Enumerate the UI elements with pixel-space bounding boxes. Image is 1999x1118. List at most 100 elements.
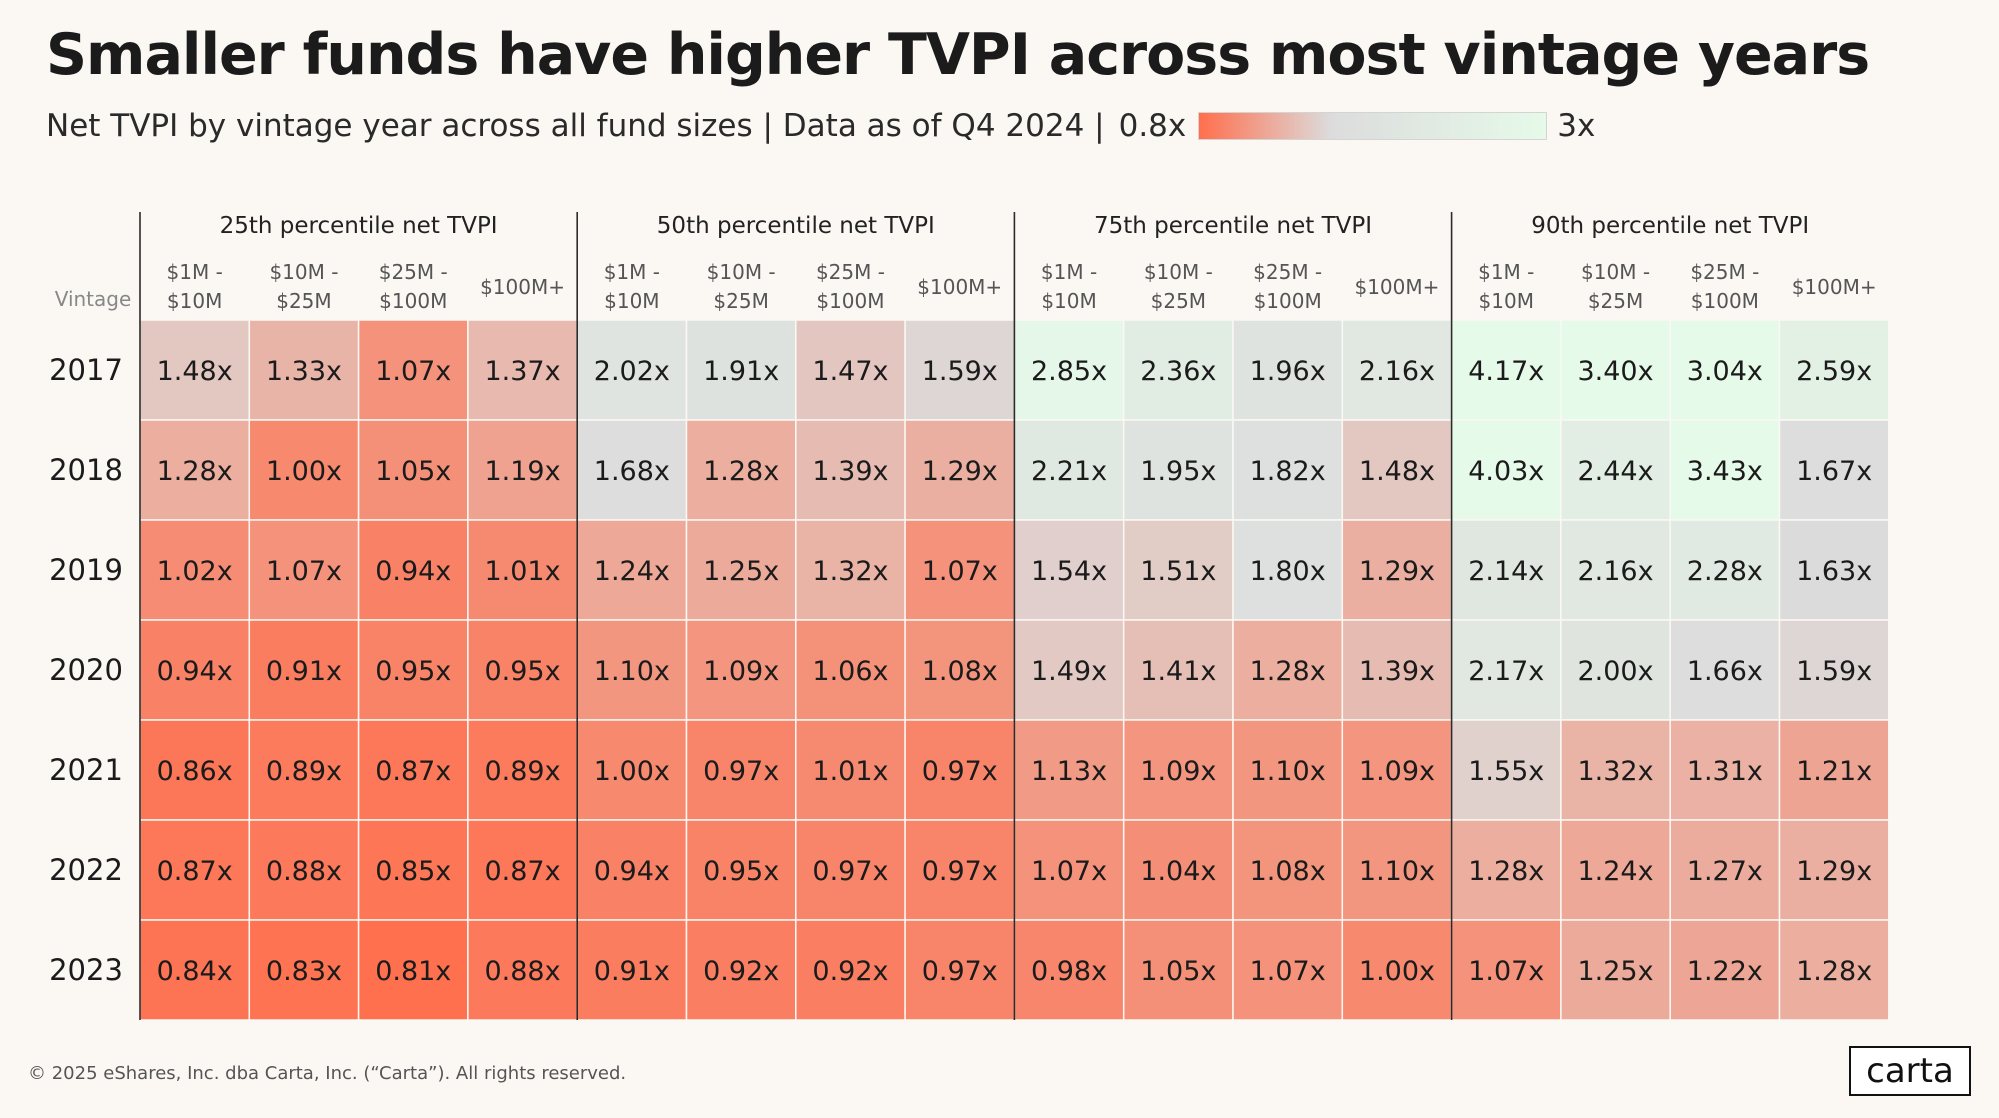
heatmap-cell <box>904 919 1016 1021</box>
cell-value-label: 1.24x <box>1577 856 1653 887</box>
heatmap-cell <box>1778 719 1890 821</box>
cell-value-label: 0.94x <box>157 656 233 687</box>
heatmap-cell <box>1778 319 1890 421</box>
cell-value-label: 1.07x <box>266 556 342 587</box>
cell-value-label: 0.87x <box>375 756 451 787</box>
cell-value-label: 0.83x <box>266 956 342 987</box>
column-header: $1M - <box>1041 260 1097 284</box>
legend-max-label: 3x <box>1557 108 1596 144</box>
cell-value-label: 0.95x <box>484 656 560 687</box>
heatmap-cell <box>248 919 360 1021</box>
cell-value-label: 1.96x <box>1250 356 1326 387</box>
cell-value-label: 0.88x <box>484 956 560 987</box>
cell-value-label: 1.95x <box>1140 456 1216 487</box>
cell-value-label: 0.95x <box>375 656 451 687</box>
cell-value-label: 0.87x <box>484 856 560 887</box>
column-header: $10M <box>167 289 222 313</box>
cell-value-label: 1.10x <box>1250 756 1326 787</box>
cell-value-label: 0.87x <box>157 856 233 887</box>
heatmap-cell <box>685 919 797 1021</box>
vintage-year-label: 2021 <box>49 753 123 787</box>
cell-value-label: 1.08x <box>922 656 998 687</box>
cell-value-label: 1.28x <box>1250 656 1326 687</box>
group-header: 50th percentile net TVPI <box>657 213 935 239</box>
cell-value-label: 0.94x <box>375 556 451 587</box>
heatmap-cell <box>1122 419 1234 521</box>
heatmap-cell <box>357 619 469 721</box>
cell-value-label: 1.01x <box>812 756 888 787</box>
cell-value-label: 1.08x <box>1250 856 1326 887</box>
column-header: $25M - <box>1690 260 1759 284</box>
cell-value-label: 1.48x <box>157 356 233 387</box>
cell-value-label: 1.29x <box>1796 856 1872 887</box>
heatmap-cell <box>1560 519 1671 621</box>
heatmap-cell <box>1560 919 1671 1021</box>
cell-value-label: 1.28x <box>157 456 233 487</box>
column-header: $100M+ <box>1792 275 1877 299</box>
cell-value-label: 1.51x <box>1140 556 1216 587</box>
cell-value-label: 1.09x <box>703 656 779 687</box>
heatmap-cell <box>139 319 251 421</box>
cell-value-label: 1.09x <box>1359 756 1435 787</box>
column-header: $10M <box>1041 289 1096 313</box>
heatmap-cell <box>904 619 1016 721</box>
heatmap-cell <box>1232 919 1344 1021</box>
heatmap-cell <box>1669 419 1781 521</box>
column-header: $25M <box>1588 289 1643 313</box>
column-header: $10M - <box>269 260 338 284</box>
column-header: $1M - <box>1478 260 1534 284</box>
cell-value-label: 0.84x <box>157 956 233 987</box>
heatmap-cell <box>1341 319 1453 421</box>
heatmap-cell <box>795 319 906 421</box>
heatmap-cell <box>1450 919 1562 1021</box>
vintage-year-label: 2017 <box>49 353 123 387</box>
cell-value-label: 1.00x <box>266 456 342 487</box>
cell-value-label: 1.09x <box>1140 756 1216 787</box>
cell-value-label: 2.44x <box>1577 456 1653 487</box>
heatmap-cell <box>357 819 469 921</box>
heatmap-cell <box>248 419 360 521</box>
heatmap-cell <box>795 819 906 921</box>
cell-value-label: 0.81x <box>375 956 451 987</box>
cell-value-label: 0.89x <box>266 756 342 787</box>
heatmap-cell <box>1122 719 1234 821</box>
cell-value-label: 0.97x <box>922 956 998 987</box>
column-header: $25M - <box>816 260 885 284</box>
column-header: $1M - <box>604 260 660 284</box>
cell-value-label: 1.21x <box>1796 756 1872 787</box>
cell-value-label: 3.43x <box>1687 456 1763 487</box>
heatmap-cell <box>467 919 578 1021</box>
heatmap-cell <box>1122 919 1234 1021</box>
heatmap-cell <box>1341 819 1453 921</box>
heatmap-cell <box>1778 419 1890 521</box>
cell-value-label: 1.54x <box>1031 556 1107 587</box>
cell-value-label: 1.37x <box>484 356 560 387</box>
cell-value-label: 1.33x <box>266 356 342 387</box>
cell-value-label: 1.01x <box>484 556 560 587</box>
heatmap-cell <box>795 519 906 621</box>
heatmap-cell <box>1341 519 1453 621</box>
cell-value-label: 2.28x <box>1687 556 1763 587</box>
vintage-year-label: 2023 <box>49 953 123 987</box>
heatmap-cell <box>1450 519 1562 621</box>
cell-value-label: 1.10x <box>594 656 670 687</box>
cell-value-label: 1.00x <box>1359 956 1435 987</box>
carta-logo: carta <box>1849 1046 1971 1096</box>
column-header: $100M+ <box>917 275 1002 299</box>
heatmap-cell <box>1341 619 1453 721</box>
heatmap-cell <box>685 819 797 921</box>
group-header: 75th percentile net TVPI <box>1094 213 1372 239</box>
heatmap-cell <box>1341 419 1453 521</box>
cell-value-label: 1.07x <box>375 356 451 387</box>
cell-value-label: 1.06x <box>812 656 888 687</box>
heatmap-cell <box>1013 519 1125 621</box>
legend-color-scale <box>1198 112 1548 140</box>
heatmap-cell <box>1341 719 1453 821</box>
cell-value-label: 1.67x <box>1796 456 1872 487</box>
cell-value-label: 2.85x <box>1031 356 1107 387</box>
column-header: $25M <box>1151 289 1206 313</box>
cell-value-label: 1.28x <box>703 456 779 487</box>
cell-value-label: 0.85x <box>375 856 451 887</box>
heatmap-cell <box>576 919 688 1021</box>
